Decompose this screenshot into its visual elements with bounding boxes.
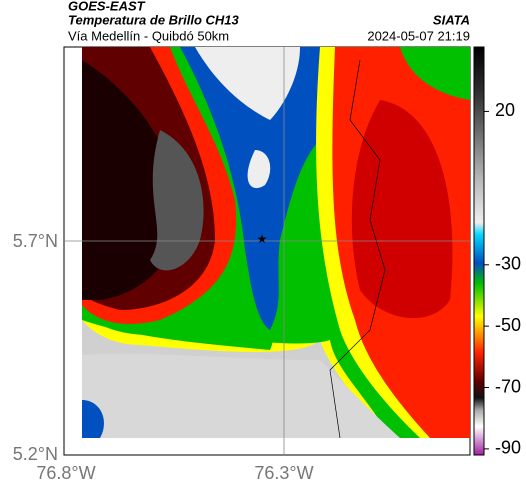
city-marker: ★ [257, 232, 268, 246]
colorbar [473, 46, 485, 456]
colorbar-tick-label: -90 [495, 438, 521, 458]
location: Vía Medellín - Quibdó 50km [68, 28, 229, 43]
satellite-image [82, 47, 470, 438]
title: Temperatura de Brillo CH13 [68, 12, 240, 27]
colorbar-tick-label: -50 [495, 315, 521, 335]
colorbar-tick-label: -70 [495, 376, 521, 396]
lat-label: 5.7°N [13, 231, 58, 251]
lon-label: 76.3°W [254, 463, 313, 483]
colorbar-tick-label: -30 [495, 254, 521, 274]
colorbar-tick-label: 20 [495, 100, 515, 120]
datetime: 2024-05-07 21:19 [367, 28, 470, 43]
satellite: GOES-EAST [68, 0, 146, 13]
source: SIATA [433, 12, 470, 27]
lon-label: 76.8°W [36, 463, 95, 483]
lat-label: 5.2°N [13, 444, 58, 464]
